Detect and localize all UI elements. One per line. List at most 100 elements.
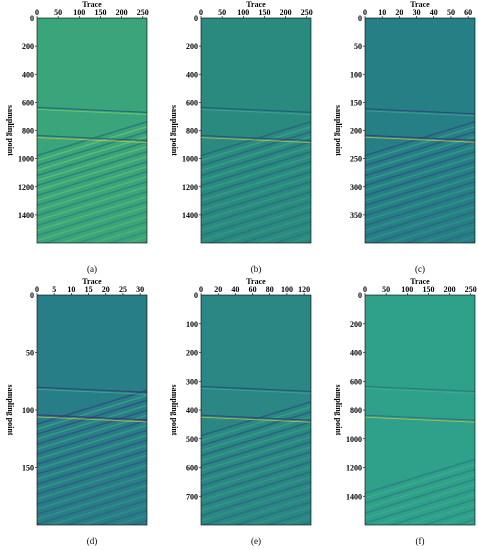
noise-stripe	[37, 165, 147, 202]
y-tick-label: 400	[186, 406, 198, 415]
noise-stripe	[37, 180, 147, 217]
noise-stripe	[232, 500, 311, 525]
panel-c-image	[365, 18, 475, 243]
y-tick-label: 100	[186, 320, 198, 329]
panel-caption: (c)	[415, 264, 425, 274]
noise-stripe	[419, 225, 475, 243]
noise-stripe	[365, 488, 475, 525]
reflection-event	[37, 137, 147, 143]
panel-caption: (e)	[251, 536, 261, 546]
noise-stripe	[37, 170, 147, 207]
y-tick-label: 400	[22, 70, 34, 79]
noise-stripe	[37, 479, 147, 516]
noise-stripe	[437, 513, 475, 525]
reflection-event	[201, 108, 311, 115]
noise-stripe	[37, 145, 147, 182]
y-tick-label: 400	[186, 70, 198, 79]
reflection-event	[365, 108, 475, 115]
noise-stripe	[37, 195, 147, 232]
noise-stripe	[365, 200, 475, 237]
noise-stripe	[201, 485, 311, 522]
y-tick-label: 1000	[18, 155, 34, 164]
panel-d-image	[37, 295, 147, 525]
reflection-event	[201, 134, 311, 142]
noise-stripe	[37, 155, 147, 192]
noise-stripe	[42, 210, 147, 243]
y-tick-label: 1200	[182, 183, 198, 192]
x-tick-label: 30	[136, 285, 144, 294]
x-tick-label: 40	[430, 8, 438, 17]
noise-stripe	[201, 415, 311, 452]
noise-stripe	[37, 125, 147, 162]
x-tick-label: 60	[249, 285, 257, 294]
y-tick-label: 600	[186, 98, 198, 107]
noise-stripe	[201, 180, 311, 217]
noise-stripe	[201, 430, 311, 467]
reflection-event	[37, 414, 147, 421]
y-tick-label: 400	[350, 349, 362, 358]
x-axis-label: Trace	[246, 0, 266, 9]
y-tick-label: 800	[350, 406, 362, 415]
panel-caption: (a)	[87, 264, 97, 274]
panel-background	[201, 18, 311, 243]
panel-e-image	[201, 295, 311, 525]
x-tick-label: 0	[363, 285, 367, 294]
noise-stripe	[206, 210, 311, 243]
noise-stripe	[37, 409, 147, 446]
noise-stripe	[239, 220, 311, 243]
y-tick-label: 150	[350, 98, 362, 107]
y-tick-label: 300	[186, 377, 198, 386]
y-axis-label: sampling point	[6, 385, 15, 436]
noise-stripe	[37, 419, 147, 456]
x-tick-label: 50	[382, 285, 390, 294]
x-axis-label: Trace	[410, 277, 430, 286]
noise-stripe	[37, 394, 147, 431]
x-tick-label: 5	[52, 285, 56, 294]
noise-stripe	[216, 495, 311, 525]
y-tick-label: 350	[350, 211, 362, 220]
x-tick-label: 10	[378, 8, 386, 17]
x-tick-label: 50	[447, 8, 455, 17]
x-tick-label: 60	[464, 8, 472, 17]
noise-stripe	[265, 510, 311, 525]
x-tick-label: 250	[137, 8, 149, 17]
panel-caption: (d)	[87, 536, 98, 546]
x-tick-label: 50	[218, 8, 226, 17]
y-tick-label: 200	[350, 320, 362, 329]
y-tick-label: 0	[358, 14, 362, 23]
y-axis-label: sampling point	[170, 105, 179, 156]
noise-stripe	[201, 130, 311, 167]
noise-stripe	[222, 215, 311, 243]
y-axis-label: sampling point	[334, 385, 343, 436]
y-tick-label: 0	[30, 14, 34, 23]
y-tick-label: 200	[186, 42, 198, 51]
noise-stripe	[201, 185, 311, 222]
noise-stripe	[201, 160, 311, 197]
x-tick-label: 20	[214, 285, 222, 294]
noise-stripe	[365, 150, 475, 187]
x-axis-label: Trace	[246, 277, 266, 286]
reflection-event	[201, 387, 311, 394]
noise-stripe	[123, 235, 147, 243]
noise-stripe	[37, 160, 147, 197]
noise-stripe	[372, 493, 475, 525]
noise-stripe	[201, 405, 311, 442]
reflection-event	[365, 110, 475, 117]
x-axis-label: Trace	[82, 0, 102, 9]
noise-stripe	[201, 150, 311, 187]
y-tick-label: 250	[350, 155, 362, 164]
noise-stripe	[75, 220, 147, 243]
panel-background	[37, 295, 147, 525]
y-tick-label: 100	[22, 406, 34, 415]
noise-stripe	[129, 519, 147, 525]
x-tick-label: 10	[67, 285, 75, 294]
y-tick-label: 600	[186, 464, 198, 473]
y-tick-label: 1000	[346, 435, 362, 444]
y-tick-label: 800	[186, 127, 198, 136]
noise-stripe	[365, 458, 475, 495]
panel-f-image	[365, 295, 475, 525]
noise-stripe	[37, 449, 147, 486]
panel-caption: (b)	[251, 264, 262, 274]
noise-stripe	[201, 205, 311, 242]
noise-stripe	[37, 439, 147, 476]
